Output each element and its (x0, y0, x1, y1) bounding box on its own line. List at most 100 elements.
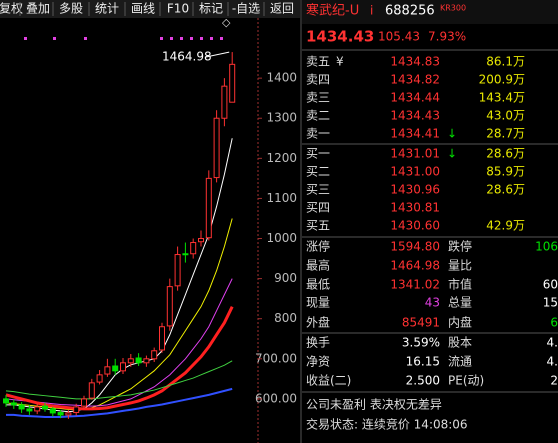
candle-body (34, 406, 41, 412)
y-tick-label: 1100 (266, 191, 297, 205)
stat-label: 跌停 (448, 239, 472, 254)
last-price: 1434.43 (306, 28, 374, 46)
stat-value: 2 (550, 374, 558, 388)
candle-body (166, 286, 173, 327)
candle-body (26, 408, 33, 412)
status-note: 交易状态: 连续竞价 14:08:06 (306, 417, 468, 432)
order-label: 卖三 (306, 91, 330, 105)
candle-body (3, 398, 9, 404)
y-tick-label: 1300 (266, 111, 297, 125)
stock-code: 688256 (385, 4, 435, 19)
order-price: 1434.83 (390, 55, 440, 69)
y-tick-label: 1200 (266, 151, 297, 165)
stat-value: 106 (535, 240, 558, 254)
candle-body (159, 326, 165, 351)
stat-value: 4. (547, 336, 558, 350)
moving-average (5, 306, 234, 411)
order-volume: 42.9万 (486, 219, 525, 233)
toolbar (0, 0, 300, 18)
order-arrow: ↓ (447, 147, 457, 161)
moving-average (5, 360, 233, 400)
candle-body (120, 362, 126, 372)
toolbar-button[interactable]: 复权 (0, 2, 23, 16)
order-arrow: ↓ (447, 127, 457, 141)
order-label: 买四 (306, 201, 330, 215)
candle-body (104, 366, 111, 375)
order-price: 1430.96 (390, 183, 440, 197)
stat-value: 60 (543, 278, 558, 292)
stat-value: 1341.02 (390, 278, 440, 292)
candle-body (73, 406, 80, 414)
candle-body (49, 408, 56, 414)
stat-label: 总量 (448, 296, 472, 310)
stat-value: 16.15 (406, 355, 440, 369)
toolbar-button[interactable]: 返回 (270, 2, 294, 16)
stat-value: 1594.80 (390, 240, 440, 254)
candle-body (42, 405, 48, 410)
stat-label: 收益(二) (306, 374, 351, 388)
candle-body (182, 253, 189, 256)
quote-header (302, 0, 558, 24)
stat-label: 市值 (448, 277, 472, 292)
order-volume: 28.6万 (486, 183, 525, 197)
candle-body (174, 254, 181, 287)
stat-label: PE(动) (448, 374, 484, 388)
order-price: 1430.81 (390, 201, 440, 215)
toolbar-button[interactable]: F10 (167, 2, 189, 16)
candle-body (221, 85, 228, 119)
high-annotation: 1464.98 (162, 50, 212, 64)
stat-label: 内盘 (448, 315, 472, 330)
order-label: 卖四 (306, 73, 330, 87)
candle-body (88, 382, 95, 399)
marker-dots (24, 37, 223, 40)
marker-icon: ◇ (222, 16, 231, 29)
order-volume: 143.4万 (479, 91, 525, 105)
candle-body (213, 117, 220, 179)
y-tick-label: 600.00 (255, 391, 297, 405)
order-price: 1434.44 (390, 91, 440, 105)
stat-value: 3.59% (402, 336, 440, 350)
y-tick-label: 700.00 (255, 351, 297, 365)
stat-value: 85491 (402, 316, 440, 330)
moving-average (6, 387, 233, 418)
stat-value: 1464.98 (390, 259, 440, 273)
candle-body (112, 365, 119, 372)
toolbar-button[interactable]: 画线 (131, 2, 155, 16)
stat-value: 15 (543, 296, 558, 310)
stat-label: 最高 (306, 258, 330, 273)
price-change: 105.43 (378, 30, 420, 44)
y-tick-label: 900 (274, 271, 297, 285)
candle-body (65, 412, 72, 416)
stat-label: 涨停 (306, 239, 330, 254)
order-price: 1434.82 (390, 73, 440, 87)
candle-body (229, 63, 236, 103)
order-volume: 28.7万 (486, 127, 525, 141)
candle-body (127, 358, 134, 364)
annotation-arrow (205, 51, 230, 58)
toolbar-button[interactable]: 统计 (95, 2, 119, 16)
stat-label: 净资 (306, 355, 330, 369)
stat-label: 流通 (448, 355, 472, 369)
candle-body (143, 358, 150, 364)
stat-label: 量比 (448, 259, 472, 273)
candle-body (81, 398, 87, 407)
toolbar-button[interactable]: -自选 (232, 2, 260, 16)
candle-body (18, 404, 25, 410)
order-label: 买五 (306, 219, 330, 233)
toolbar-button[interactable]: 多股 (59, 2, 83, 16)
candle-body (57, 412, 64, 416)
order-price: 1434.43 (390, 109, 440, 123)
order-label: 买三 (306, 183, 330, 197)
candle-body (198, 238, 204, 243)
order-price: 1434.41 (390, 127, 440, 141)
index-tag: KR300 (440, 4, 466, 13)
order-price: 1431.01 (390, 147, 440, 161)
toolbar-button[interactable]: 叠加 (26, 2, 50, 16)
stat-value: 43 (425, 296, 440, 310)
stat-value: 2.500 (406, 374, 440, 388)
order-label: 买二 (306, 165, 330, 179)
toolbar-button[interactable]: 标记 (199, 2, 223, 16)
stat-label: 最低 (306, 278, 330, 292)
candle-body (96, 374, 103, 383)
